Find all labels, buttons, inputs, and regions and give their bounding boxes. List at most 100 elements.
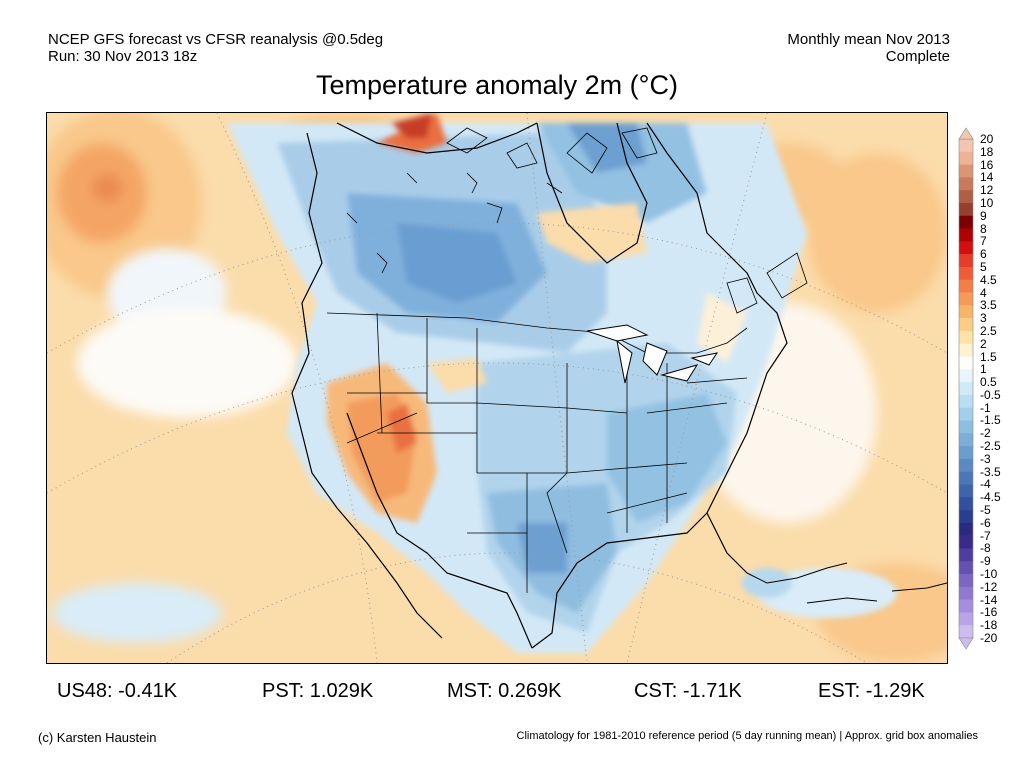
coastlines <box>291 122 947 649</box>
colorbar-tick-label: -20 <box>980 631 998 645</box>
colorbar-tick-label: 16 <box>980 157 994 172</box>
anomaly-map <box>46 112 948 664</box>
colorbar-cell <box>959 510 973 524</box>
colorbar-tick-label: 20 <box>980 132 994 146</box>
colorbar-cell <box>959 228 973 242</box>
colorbar-cell <box>959 446 973 460</box>
colorbar-cell <box>959 420 973 434</box>
colorbar-cell <box>959 548 973 562</box>
stat-est: EST: -1.29K <box>818 680 925 702</box>
colorbar-tick-label: -16 <box>980 605 998 620</box>
colorbar-cell <box>959 215 973 229</box>
colorbar-cell <box>959 177 973 191</box>
colorbar-tick-label: -2.5 <box>980 439 1001 454</box>
colorbar-tick-label: -10 <box>980 567 998 582</box>
colorbar-tick-label: -14 <box>980 592 998 607</box>
colorbar-cell <box>959 407 973 421</box>
colorbar-cell <box>959 279 973 293</box>
colorbar-tick-label: 18 <box>980 144 994 159</box>
colorbar-tick-label: 8 <box>980 221 987 236</box>
model-description: NCEP GFS forecast vs CFSR reanalysis @0.… <box>48 31 384 48</box>
colorbar-tick-label: -1 <box>980 400 991 415</box>
colorbar-cell <box>959 535 973 549</box>
colorbar-tick-label: -5 <box>980 503 991 518</box>
arctic-islands <box>346 127 808 314</box>
colorbar-cell <box>959 522 973 536</box>
colorbar-tick-label: -4.5 <box>980 490 1001 505</box>
colorbar-cell <box>959 599 973 613</box>
map-title: Temperature anomaly 2m (°C) <box>316 70 678 100</box>
colorbar-tick-label: 7 <box>980 234 987 249</box>
colorbar-cell <box>959 318 973 332</box>
colorbar-tick-label: 1.5 <box>980 349 997 364</box>
colorbar-cell <box>959 292 973 306</box>
colorbar-tick-label: -9 <box>980 554 991 569</box>
colorbar-min-arrow <box>958 637 974 650</box>
colorbar-cell <box>959 305 973 319</box>
colorbar-cell <box>959 433 973 447</box>
colorbar-cell <box>959 484 973 498</box>
colorbar-tick-label: 3 <box>980 311 987 326</box>
colorbar-cell <box>959 190 973 204</box>
west-warm-anomaly <box>297 113 747 663</box>
status-label: Complete <box>885 48 950 65</box>
colorbar-cell <box>959 458 973 472</box>
colorbar-cell <box>959 625 973 639</box>
great-lakes <box>586 324 719 384</box>
colorbar-cell <box>959 394 973 408</box>
colorbar-tick-label: 1 <box>980 362 987 377</box>
colorbar-cell <box>959 241 973 255</box>
run-time: Run: 30 Nov 2013 18z <box>48 48 198 65</box>
colorbar-tick-label: 5 <box>980 259 987 274</box>
colorbar-cell <box>959 330 973 345</box>
climatology-note: Climatology for 1981-2010 reference peri… <box>516 730 978 742</box>
colorbar-cell <box>959 266 973 281</box>
colorbar-cell <box>959 202 973 217</box>
color-scale-bar <box>958 127 974 650</box>
colorbar-tick-label: 9 <box>980 208 987 223</box>
stat-us48: US48: -0.41K <box>57 680 178 702</box>
colorbar-tick-label: -7 <box>980 528 991 543</box>
colorbar-tick-label: 2.5 <box>980 323 997 338</box>
colorbar-tick-label: 4 <box>980 285 987 300</box>
map-canvas <box>47 113 947 663</box>
colorbar-cell <box>959 471 973 485</box>
colorbar-tick-label: -6 <box>980 515 991 530</box>
colorbar-cell <box>959 574 973 588</box>
stat-mst: MST: 0.269K <box>447 680 562 702</box>
colorbar-cell <box>959 497 973 511</box>
colorbar-tick-label: -18 <box>980 618 998 633</box>
colorbar-tick-label: -4 <box>980 477 991 492</box>
colorbar-cell <box>959 343 973 357</box>
stat-pst: PST: 1.029K <box>262 680 374 702</box>
region-stats: US48: -0.41K PST: 1.029K MST: 0.269K CST… <box>0 680 1024 704</box>
colorbar-tick-label: -8 <box>980 541 991 556</box>
colorbar-cell <box>959 139 973 153</box>
header-right: Monthly mean Nov 2013 Complete <box>787 31 950 65</box>
colorbar-cell <box>959 612 973 626</box>
colorbar-tick-label: -3 <box>980 451 991 466</box>
colorbar-tick-label: -2 <box>980 426 991 441</box>
colorbar-tick-label: 10 <box>980 195 994 210</box>
political-borders <box>326 312 748 593</box>
colorbar-max-arrow <box>958 127 974 140</box>
colorbar-tick-label: -12 <box>980 579 998 594</box>
colorbar-cell <box>959 151 973 165</box>
colorbar-cell <box>959 254 973 268</box>
colorbar-cell <box>959 164 973 178</box>
stat-cst: CST: -1.71K <box>634 680 742 702</box>
colorbar-tick-label: 4.5 <box>980 272 997 287</box>
colorbar-cell <box>959 369 973 383</box>
colorbar-cell <box>959 586 973 600</box>
colorbar-tick-label: -0.5 <box>980 387 1001 402</box>
header-left: NCEP GFS forecast vs CFSR reanalysis @0.… <box>48 31 383 65</box>
credit-text: (c) Karsten Haustein <box>38 730 157 745</box>
colorbar-tick-label: 0.5 <box>980 375 997 390</box>
colorbar-cell <box>959 382 973 396</box>
colorbar-cell <box>959 356 973 370</box>
colorbar-tick-label: 14 <box>980 170 994 185</box>
colorbar-tick-label: 2 <box>980 336 987 351</box>
colorbar-tick-label: 3.5 <box>980 298 997 313</box>
period-label: Monthly mean Nov 2013 <box>787 31 950 48</box>
graticule <box>47 113 947 663</box>
